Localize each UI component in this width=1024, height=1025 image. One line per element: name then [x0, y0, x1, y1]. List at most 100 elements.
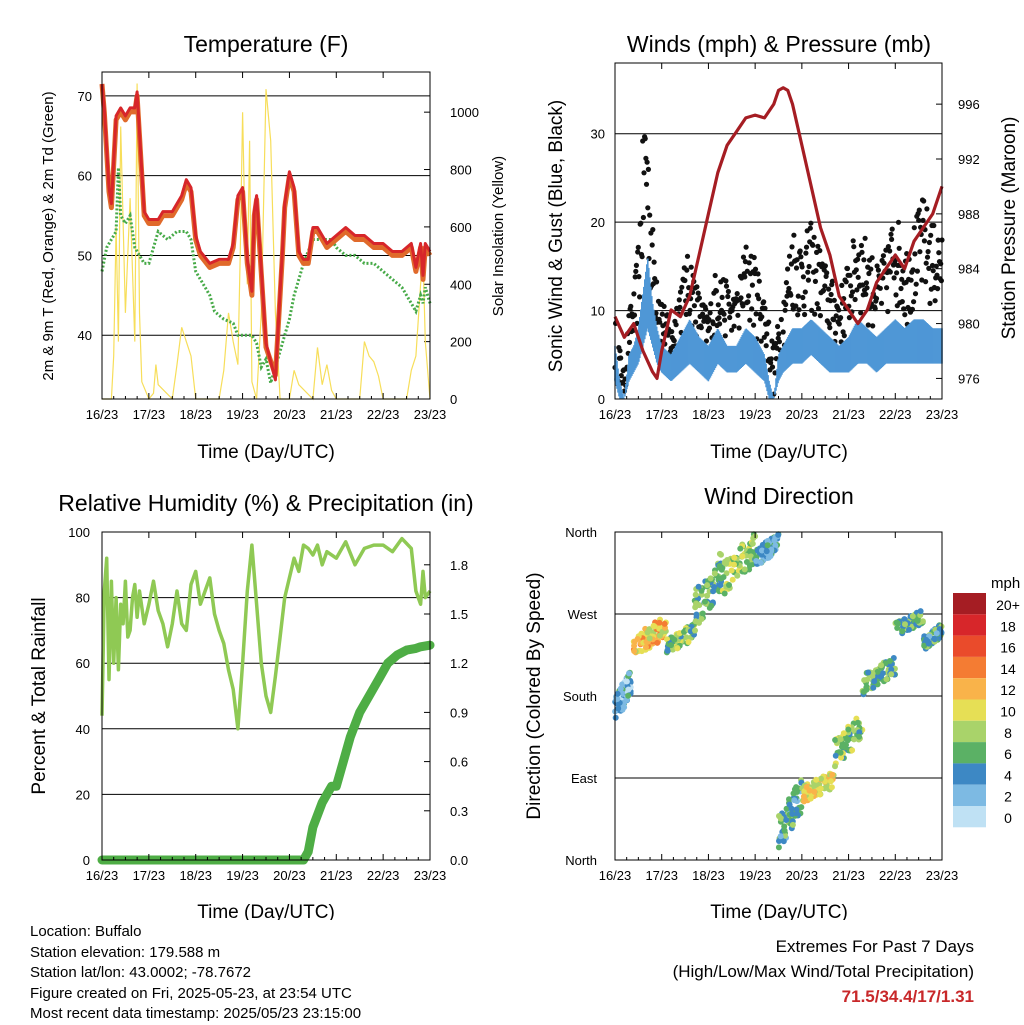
- gust-point: [649, 242, 655, 248]
- gust-point: [719, 294, 725, 300]
- direction-point: [731, 561, 737, 568]
- x-tick-label: 21/23: [320, 868, 353, 883]
- gust-point: [645, 166, 652, 172]
- gust-point: [671, 338, 677, 344]
- legend-label: 2: [1004, 789, 1012, 805]
- gust-point: [829, 278, 836, 284]
- gust-point: [863, 291, 869, 297]
- direction-title: Wind Direction: [704, 483, 854, 509]
- direction-point: [623, 678, 630, 685]
- direction-point: [925, 640, 932, 647]
- gust-point: [836, 321, 842, 327]
- gust-point: [935, 237, 941, 243]
- legend-label: 10: [1000, 704, 1016, 720]
- y-tick-label: North: [565, 525, 597, 540]
- direction-point: [707, 575, 714, 582]
- humidity-frame: [101, 531, 431, 861]
- x-tick-label: 17/23: [645, 868, 678, 883]
- direction-point: [849, 747, 856, 754]
- direction-point: [656, 632, 663, 639]
- legend-swatch: [953, 614, 986, 636]
- gust-point: [696, 295, 703, 301]
- gust-point: [740, 303, 746, 309]
- gust-point: [631, 312, 638, 318]
- gust-point: [687, 307, 693, 313]
- temp-2m-line: [100, 83, 432, 382]
- direction-point: [844, 737, 851, 744]
- gust-point: [688, 264, 694, 270]
- direction-point: [840, 730, 847, 737]
- y2-tick-label: 1.2: [450, 656, 468, 671]
- gust-point: [805, 277, 812, 283]
- direction-point: [626, 670, 632, 677]
- legend-swatch: [953, 784, 986, 806]
- direction-point: [827, 778, 834, 785]
- y2-tick-label: 200: [450, 335, 472, 350]
- gust-point: [930, 268, 936, 274]
- gust-point: [749, 306, 755, 312]
- y2-tick-label: 992: [958, 152, 980, 167]
- winds-frame: [614, 62, 943, 400]
- y-tick-label: West: [568, 607, 598, 622]
- direction-point: [668, 642, 675, 649]
- y2-tick-label: 980: [958, 317, 980, 332]
- gust-point: [889, 236, 895, 242]
- x-tick-label: 22/23: [367, 868, 400, 883]
- gust-point: [734, 291, 740, 297]
- direction-point: [806, 787, 813, 794]
- gust-point: [924, 254, 931, 260]
- direction-point: [771, 537, 778, 544]
- direction-point: [832, 763, 838, 770]
- direction-point: [654, 639, 661, 646]
- gust-point: [693, 319, 699, 325]
- gust-point: [743, 244, 749, 250]
- gust-point: [654, 279, 660, 285]
- gust-point: [898, 285, 904, 292]
- gust-point: [815, 305, 822, 312]
- gust-point: [894, 270, 900, 276]
- winds-title: Winds (mph) & Pressure (mb): [627, 31, 931, 57]
- direction-point: [871, 678, 878, 685]
- gust-point: [642, 136, 648, 142]
- temperature-title: Temperature (F): [184, 31, 349, 57]
- gust-point: [889, 226, 895, 232]
- gust-point: [911, 299, 917, 305]
- created-text: Figure created on Fri, 2025-05-23, at 23…: [30, 984, 352, 1002]
- y-tick-label: 60: [78, 169, 92, 184]
- direction-point: [696, 619, 702, 626]
- gust-point: [751, 254, 757, 261]
- gust-point: [923, 279, 929, 285]
- dewpoint-line: [100, 167, 432, 384]
- gust-point: [798, 254, 804, 260]
- direction-point: [758, 559, 764, 566]
- gust-point: [721, 311, 727, 317]
- gust-point: [727, 314, 733, 321]
- y2-tick-label: 0: [450, 392, 457, 407]
- gust-point: [863, 280, 870, 286]
- direction-point: [899, 628, 906, 635]
- direction-point: [793, 806, 800, 813]
- direction-panel: Wind Direction NorthEastSouthWestNorth16…: [524, 483, 1020, 920]
- direction-point: [704, 582, 711, 589]
- gust-point: [936, 250, 942, 256]
- gust-point: [746, 260, 752, 266]
- gust-point: [896, 245, 902, 251]
- x-tick-label: 18/23: [692, 868, 725, 883]
- gust-point: [846, 315, 853, 321]
- x-tick-label: 22/23: [367, 407, 400, 422]
- gust-point: [810, 242, 816, 248]
- temperature-panel: Temperature (F) 40 50 60 70 0 200 400 600 800 100…: [40, 31, 507, 463]
- gust-point: [761, 299, 767, 305]
- direction-point: [759, 547, 765, 554]
- gust-point: [795, 293, 801, 299]
- direction-point: [917, 608, 924, 615]
- x-tick-label: 20/23: [786, 868, 819, 883]
- y2-tick-label: 0.0: [450, 853, 468, 868]
- location-text: Location: Buffalo: [30, 923, 142, 940]
- direction-point: [749, 540, 756, 547]
- gust-point: [703, 306, 709, 312]
- direction-point: [692, 591, 699, 598]
- gust-point: [653, 310, 659, 316]
- gust-point: [769, 364, 776, 370]
- gust-point: [887, 269, 893, 275]
